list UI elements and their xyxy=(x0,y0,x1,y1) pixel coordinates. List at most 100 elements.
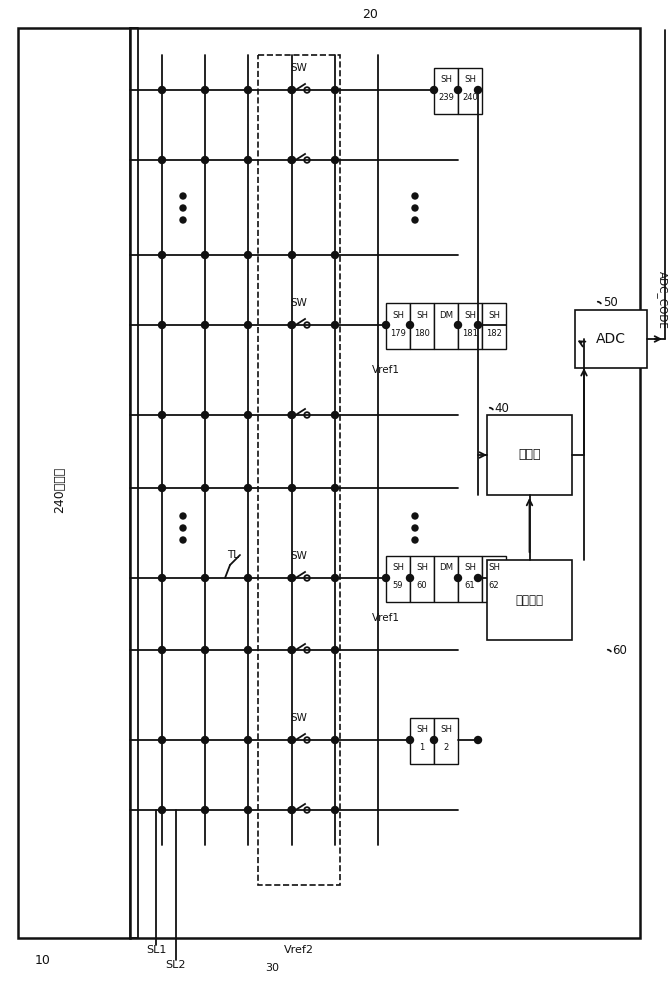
Circle shape xyxy=(412,193,418,199)
Text: SH: SH xyxy=(416,726,428,734)
Circle shape xyxy=(431,736,437,744)
Circle shape xyxy=(289,574,295,582)
Text: 50: 50 xyxy=(603,296,617,308)
Text: 61: 61 xyxy=(465,582,475,590)
Text: 20: 20 xyxy=(362,8,378,21)
Bar xyxy=(487,415,572,495)
Text: 1: 1 xyxy=(419,744,425,752)
Circle shape xyxy=(289,412,295,418)
Bar xyxy=(434,718,458,764)
Circle shape xyxy=(158,485,166,491)
Bar xyxy=(482,303,506,349)
Bar xyxy=(434,68,458,114)
Text: SH: SH xyxy=(416,564,428,572)
Text: SH: SH xyxy=(488,310,500,320)
Text: SH: SH xyxy=(488,564,500,572)
Circle shape xyxy=(289,156,295,163)
Circle shape xyxy=(412,525,418,531)
Circle shape xyxy=(474,574,482,582)
Bar xyxy=(482,556,506,602)
Bar xyxy=(458,303,482,349)
Circle shape xyxy=(412,217,418,223)
Circle shape xyxy=(412,537,418,543)
Circle shape xyxy=(180,513,186,519)
Circle shape xyxy=(201,647,209,654)
Bar xyxy=(410,718,434,764)
Circle shape xyxy=(474,736,482,744)
Text: 181: 181 xyxy=(462,328,478,338)
Bar xyxy=(410,303,434,349)
Circle shape xyxy=(201,412,209,418)
Circle shape xyxy=(180,193,186,199)
Circle shape xyxy=(201,574,209,582)
Circle shape xyxy=(180,537,186,543)
Circle shape xyxy=(289,322,295,328)
Text: SH: SH xyxy=(440,726,452,734)
Text: SW: SW xyxy=(291,63,307,73)
Bar xyxy=(575,310,647,368)
Text: DM: DM xyxy=(439,310,453,320)
Circle shape xyxy=(331,574,338,582)
Circle shape xyxy=(244,574,252,582)
Circle shape xyxy=(331,485,338,491)
Circle shape xyxy=(158,647,166,654)
Circle shape xyxy=(382,322,389,328)
Circle shape xyxy=(289,87,295,94)
Text: SH: SH xyxy=(392,564,404,572)
Text: SW: SW xyxy=(291,713,307,723)
Text: SH: SH xyxy=(392,310,404,320)
Text: 182: 182 xyxy=(486,328,502,338)
Circle shape xyxy=(454,574,462,582)
Circle shape xyxy=(289,485,295,491)
Circle shape xyxy=(289,647,295,654)
Circle shape xyxy=(407,736,413,744)
Bar xyxy=(434,556,458,602)
Text: ADC_CODE: ADC_CODE xyxy=(657,271,668,329)
Circle shape xyxy=(180,217,186,223)
Circle shape xyxy=(331,736,338,744)
Text: 60: 60 xyxy=(613,644,627,656)
Circle shape xyxy=(244,647,252,654)
Circle shape xyxy=(454,87,462,94)
Text: Vref1: Vref1 xyxy=(372,613,400,623)
Text: 40: 40 xyxy=(495,401,509,414)
Bar xyxy=(258,55,340,885)
Circle shape xyxy=(244,736,252,744)
Circle shape xyxy=(158,251,166,258)
Text: 179: 179 xyxy=(390,328,406,338)
Circle shape xyxy=(289,251,295,258)
Circle shape xyxy=(180,205,186,211)
Circle shape xyxy=(158,736,166,744)
Circle shape xyxy=(201,736,209,744)
Circle shape xyxy=(244,322,252,328)
Circle shape xyxy=(412,205,418,211)
Text: 239: 239 xyxy=(438,94,454,103)
Bar xyxy=(130,28,640,938)
Text: Vref2: Vref2 xyxy=(284,945,314,955)
Circle shape xyxy=(454,322,462,328)
Circle shape xyxy=(201,322,209,328)
Circle shape xyxy=(180,525,186,531)
Circle shape xyxy=(244,156,252,163)
Text: SH: SH xyxy=(464,310,476,320)
Circle shape xyxy=(474,322,482,328)
Text: SW: SW xyxy=(291,551,307,561)
Circle shape xyxy=(331,322,338,328)
Circle shape xyxy=(474,87,482,94)
Circle shape xyxy=(331,251,338,258)
Text: 偏置单元: 偏置单元 xyxy=(515,593,544,606)
Circle shape xyxy=(407,322,413,328)
Circle shape xyxy=(331,647,338,654)
Text: SL2: SL2 xyxy=(166,960,187,970)
Circle shape xyxy=(407,574,413,582)
Text: TL: TL xyxy=(227,550,239,560)
Circle shape xyxy=(331,87,338,94)
Circle shape xyxy=(331,412,338,418)
Text: SW: SW xyxy=(291,298,307,308)
Text: SH: SH xyxy=(464,564,476,572)
Text: DM: DM xyxy=(439,564,453,572)
Text: Vref1: Vref1 xyxy=(372,365,400,375)
Text: SH: SH xyxy=(416,310,428,320)
Bar xyxy=(458,68,482,114)
Bar xyxy=(386,303,410,349)
